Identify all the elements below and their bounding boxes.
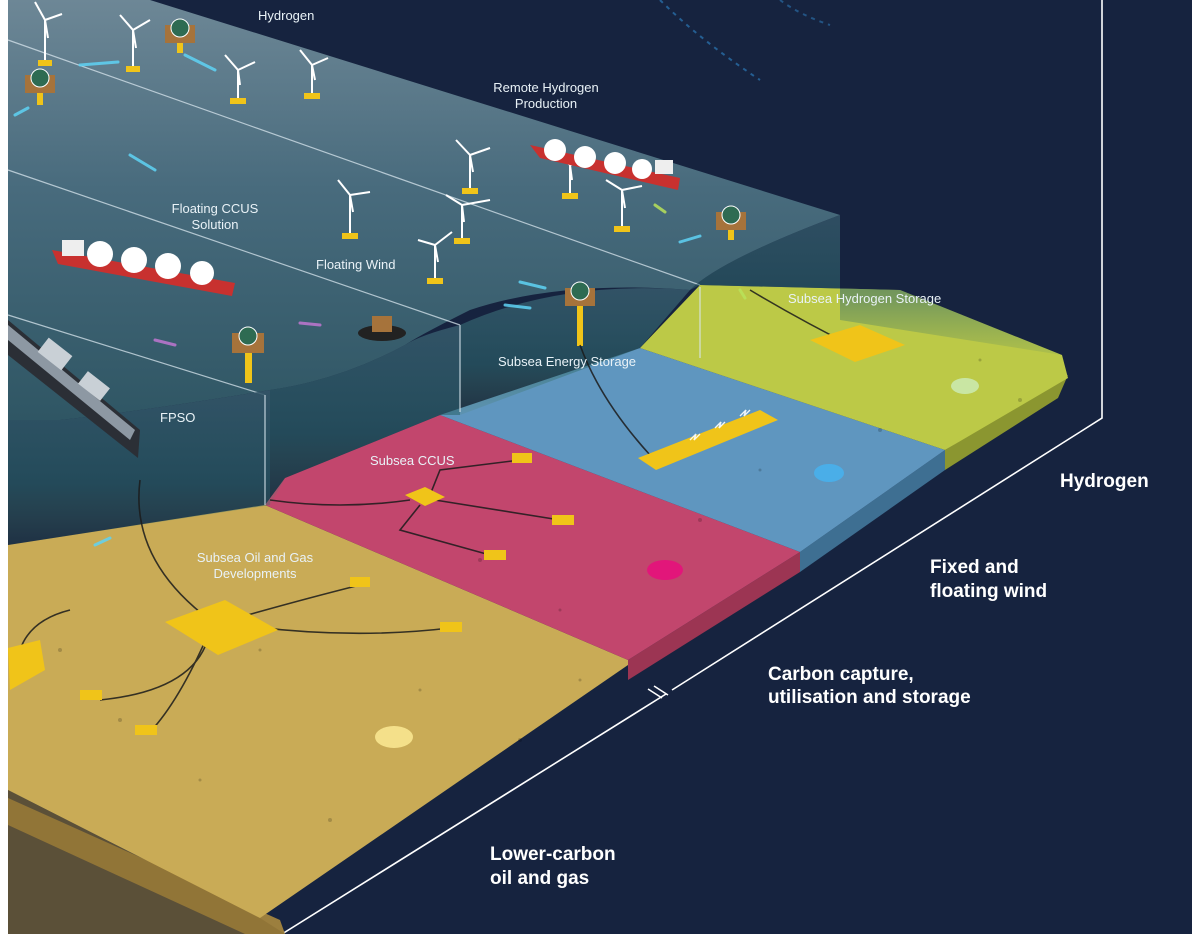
ccus-slab-side (628, 552, 800, 680)
subsea-equipment (8, 325, 905, 735)
scene-label-subsea-hydrogen-storage: Subsea Hydrogen Storage (788, 291, 941, 306)
hydrogen-slab-side (945, 375, 1068, 470)
hydrogen-marker (951, 378, 979, 394)
zone-label-oil-gas: Lower-carbon (490, 844, 616, 865)
zone-outline-lines (281, 0, 1103, 934)
oil-gas-marker (375, 726, 413, 748)
scene-label-floating-ccus-2: Solution (192, 217, 239, 232)
wind-turbine-icon (417, 231, 453, 280)
ccus-carrier-ship (52, 240, 235, 296)
zone-dividers (264, 287, 701, 505)
wind-turbine-icon (34, 1, 63, 62)
seabed-texture (58, 358, 1022, 822)
wind-turbine-icon (455, 139, 491, 190)
scene-label-remote-hydrogen-2: Production (515, 96, 577, 111)
wind-turbine-icon (224, 54, 256, 100)
wind-turbine-icon (445, 194, 491, 240)
hydrogen-carrier-ship (530, 139, 680, 190)
zone-label-hydrogen: Hydrogen (1060, 471, 1149, 492)
scene-label-subsea-oil-gas: Subsea Oil and Gas (197, 550, 314, 565)
energy-flow-streaks (13, 53, 702, 547)
subsea-tree-icon (80, 690, 102, 700)
platforms (25, 18, 746, 383)
platform-icon (165, 18, 195, 53)
subsea-tree-icon (512, 453, 532, 463)
zone-label-wind: Fixed and (930, 557, 1019, 578)
zone-label-ccus: Carbon capture, (768, 664, 914, 685)
scene-label-fpso: FPSO (160, 410, 195, 425)
wind-marker (814, 464, 844, 482)
scene-label-subsea-oil-gas-2: Developments (213, 566, 297, 581)
zone-label-wind-2: floating wind (930, 581, 1047, 602)
subsea-tree-icon (135, 725, 157, 735)
zone-label-ccus-2: utilisation and storage (768, 687, 971, 708)
scene-label-floating-ccus: Floating CCUS (172, 201, 259, 216)
ccus-manifold-icon (405, 487, 445, 506)
wind-turbine-icon (337, 179, 371, 235)
scene-label-subsea-energy-storage: Subsea Energy Storage (498, 354, 636, 369)
hydrogen-storage-module-icon (810, 325, 905, 362)
scene-label-floating-wind: Floating Wind (316, 257, 395, 272)
oil-gas-zone (8, 505, 628, 918)
zone-label-oil-gas-2: oil and gas (490, 868, 589, 889)
subsea-manifold-icon (8, 640, 45, 690)
platform-icon (232, 326, 264, 383)
ccus-zone (265, 415, 800, 660)
water-column-ccus (270, 325, 460, 505)
subsea-manifold-icon (165, 600, 278, 655)
decorative-arc (659, 0, 761, 81)
subsea-tree-icon (484, 550, 506, 560)
energy-storage-module-icon (638, 410, 778, 470)
wind-turbines (34, 1, 643, 280)
fpso-ship (8, 320, 140, 458)
ccus-marker (647, 560, 683, 580)
subsea-tree-icon (350, 577, 370, 587)
scene-label-subsea-ccus: Subsea CCUS (370, 453, 455, 468)
subsea-tree-icon (552, 515, 574, 525)
turbine-foundations (38, 60, 630, 284)
sea-lane-lines (7, 39, 701, 396)
platform-icon (565, 281, 595, 346)
water-column-oil-gas (8, 390, 270, 545)
sea-surface (8, 0, 840, 420)
scene-label-remote-hydrogen: Remote Hydrogen (493, 80, 599, 95)
scene-label-hydrogen: Hydrogen (258, 8, 314, 23)
platform-icon (25, 68, 55, 105)
platform-icon (716, 205, 746, 240)
water-column-hydrogen (690, 215, 1062, 355)
water-column-wind (460, 288, 690, 415)
energy-storage-bolts (689, 409, 751, 441)
wind-slab-side (800, 450, 945, 572)
subsea-tree-icon (440, 622, 462, 632)
ccus-buoy-icon (358, 316, 406, 341)
wind-turbine-icon (299, 49, 329, 95)
wind-turbine-icon (119, 14, 151, 68)
wind-turbine-icon (605, 179, 643, 228)
